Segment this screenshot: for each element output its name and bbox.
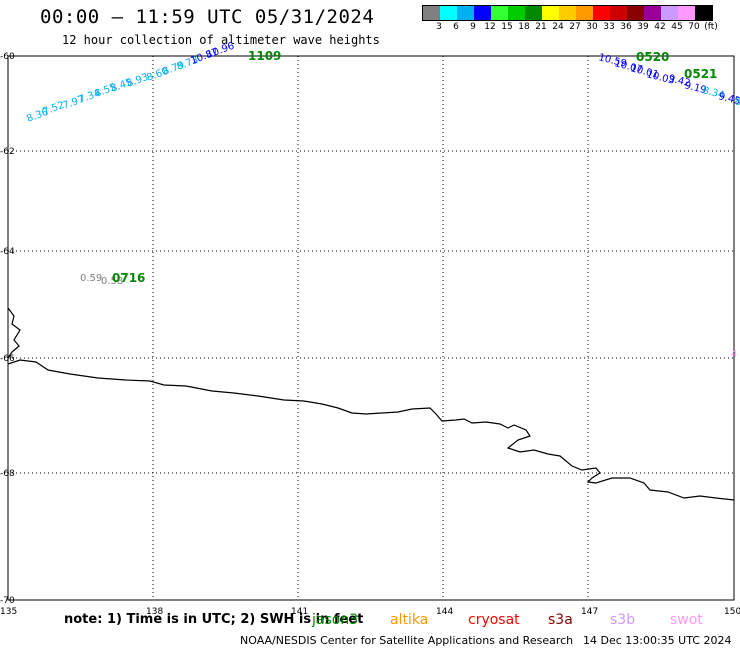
legend-swatches [422,5,713,21]
legend-swatch [627,6,644,20]
grid-lines [8,56,734,600]
lat-label: -64 [0,247,15,257]
legend-label: 18 [518,22,530,32]
wave-height-value: 9.19 [683,80,707,96]
legend-label: 12 [484,22,496,32]
legend-label: 39 [637,22,649,32]
page-subtitle: 12 hour collection of altimeter wave hei… [62,33,380,47]
sat-label-cryosat: cryosat [468,612,520,628]
lat-label: -70 [0,596,15,606]
legend-swatch [474,6,491,20]
map-frame [7,55,735,601]
wave-height-value: 0.59 [80,273,102,284]
legend-swatch [423,6,440,20]
lat-label: -60 [0,52,15,62]
legend-label: 6 [453,22,459,32]
legend-swatch [525,6,542,20]
legend-label: 45 [671,22,683,32]
lat-label: -66 [0,354,15,364]
sat-label-jason3: jason3 [312,612,359,628]
legend-label: 70 [688,22,700,32]
altimeter-tracks: 8.367.527.977.348.558.458.938.608.798.73… [25,41,740,360]
legend-label: 42 [654,22,666,32]
legend-swatch [644,6,661,20]
footer-note: note: 1) Time is in UTC; 2) SWH is in fe… [64,612,364,627]
lon-label: 135 [0,607,17,617]
wave-height-value: 8.34 [701,85,725,101]
legend-swatch [576,6,593,20]
legend-swatch [440,6,457,20]
sat-label-s3a: s3a [548,612,573,628]
wave-height-value: 9.45 [717,91,740,107]
pass-time-label: 0521 [684,67,717,81]
sat-label-swot: swot [670,612,703,628]
wave-height-legend: 3 6 9 12 15 18 21 24 27 30 33 36 39 42 45 70 (ft) [422,5,718,34]
lon-label: 141 [291,607,308,617]
footer-credit: NOAA/NESDIS Center for Satellite Applica… [240,634,574,647]
legend-swatch [678,6,695,20]
lon-label: 138 [146,607,163,617]
legend-label: 15 [501,22,513,32]
legend-label: 30 [586,22,598,32]
lon-label: 144 [436,607,453,617]
legend-label: 3 [436,22,442,32]
legend-labels: 3 6 9 12 15 18 21 24 27 30 33 36 39 42 45 70 (ft) [422,22,718,34]
legend-swatch [593,6,610,20]
legend-swatch [559,6,576,20]
legend-label: 21 [535,22,547,32]
wave-height-value: 4 [731,349,737,360]
lat-label: -62 [0,147,15,157]
wave-height-value: 9.42 [667,73,691,89]
legend-label: 24 [552,22,564,32]
lat-label: -68 [0,469,15,479]
legend-swatch [457,6,474,20]
pass-time-label: 1109 [248,49,281,63]
legend-label: (ft) [704,22,718,32]
pass-time-label: 0520 [636,50,669,64]
legend-swatch [491,6,508,20]
lon-label: 147 [581,607,598,617]
legend-label: 33 [603,22,615,32]
legend-swatch [695,6,712,20]
lon-label: 150 [724,607,740,617]
legend-swatch [610,6,627,20]
page-title: 00:00 – 11:59 UTC 05/31/2024 [40,6,375,28]
footer-generated: 14 Dec 13:00:35 UTC 2024 [583,634,732,647]
legend-swatch [542,6,559,20]
antarctic-coastline [7,307,735,501]
legend-label: 9 [470,22,476,32]
legend-label: 27 [569,22,581,32]
wave-height-value: 8 [733,96,740,108]
pass-time-label: 0716 [112,271,145,285]
sat-label-s3b: s3b [610,612,636,628]
sat-label-altika: altika [390,612,429,628]
legend-swatch [661,6,678,20]
legend-swatch [508,6,525,20]
legend-label: 36 [620,22,632,32]
wave-height-value: 0.58 [101,276,123,287]
